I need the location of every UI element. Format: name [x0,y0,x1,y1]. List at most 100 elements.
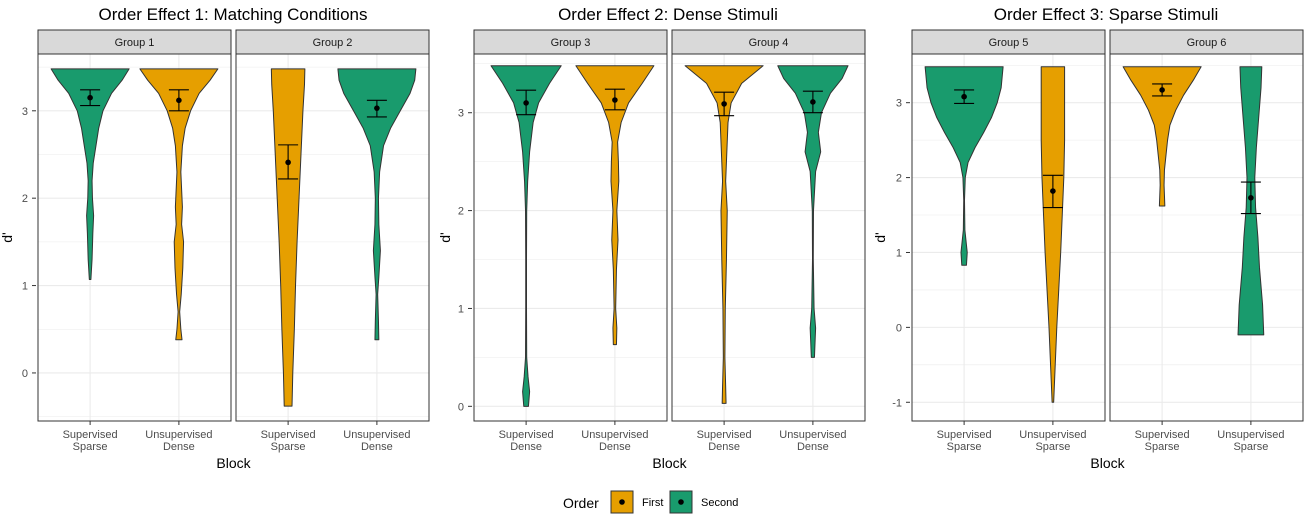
x-tick-label: Supervised [1135,429,1190,441]
violin-first [1040,66,1066,403]
mean-point [87,94,93,101]
panel-border [473,53,668,422]
x-tick-label: Unsupervised [581,429,648,441]
y-tick-label: 0 [458,401,464,413]
y-tick-label: 3 [896,98,902,110]
mean-point [285,159,291,166]
violin-second [777,65,849,358]
panel-border [911,53,1106,422]
x-tick-label: Supervised [697,429,752,441]
violin-first [139,68,219,341]
x-tick-label: Dense [599,441,631,453]
x-tick-label: Unsupervised [343,429,410,441]
violin-second [337,68,417,341]
plot-panel [672,54,865,421]
y-tick-label: 3 [22,106,28,118]
facet-strip [37,29,232,55]
facet-strip-label: Group 6 [1187,37,1227,49]
mean-point [1248,195,1254,201]
y-axis-label: d' [0,232,15,242]
y-tick-label: 2 [458,206,464,218]
x-tick-label: Supervised [63,429,118,441]
mean-point [721,101,727,107]
facet-strip-label: Group 5 [989,37,1029,49]
y-tick-label: 2 [896,173,902,185]
panel-border [37,53,232,422]
x-tick-label: Sparse [1145,441,1180,453]
x-tick-label: Sparse [1035,441,1070,453]
legend-title: Order [563,495,599,511]
mean-point [1050,188,1056,194]
facet-strip-label: Group 2 [313,37,353,49]
plot-panel [38,54,231,421]
legend-key-point [678,499,684,505]
plot-panel [1110,54,1303,421]
y-tick-label: 0 [896,322,902,334]
violin-second [924,66,1004,266]
x-tick-label: Unsupervised [1019,429,1086,441]
violin-first [575,65,655,346]
violin-second [490,65,562,407]
x-tick-label: Supervised [261,429,316,441]
chart-title: Order Effect 1: Matching Conditions [99,5,368,24]
x-tick-label: Sparse [1233,441,1268,453]
x-axis-label: Block [1090,455,1125,471]
x-axis-label: Block [652,455,687,471]
y-axis-label: d' [437,232,453,242]
facet-strip-label: Group 4 [749,37,789,49]
legend-key-point [619,499,625,505]
mean-point [810,99,816,105]
facet-strip [473,29,668,55]
legend-label: First [642,497,663,509]
y-tick-label: 1 [22,281,28,293]
x-tick-label: Sparse [271,441,306,453]
x-tick-label: Dense [361,441,393,453]
x-tick-label: Dense [510,441,542,453]
legend: Order First Second [563,490,738,514]
violin-first [684,65,764,404]
violin-first [270,68,306,407]
x-tick-label: Sparse [947,441,982,453]
panel-border [671,53,866,422]
y-axis-label: d' [872,232,888,242]
x-tick-label: Unsupervised [1217,429,1284,441]
x-tick-label: Supervised [499,429,554,441]
x-axis-label: Block [216,455,251,471]
x-tick-label: Sparse [73,441,108,453]
facet-strip-label: Group 3 [551,37,591,49]
facet-panel: Group 5SupervisedSparseUnsupervisedSpars… [911,29,1106,453]
violin-first [1122,66,1202,207]
y-tick-label: 1 [458,303,464,315]
mean-point [612,97,618,103]
facet-strip [671,29,866,55]
chart-title: Order Effect 3: Sparse Stimuli [994,5,1219,24]
mean-point [523,100,529,106]
facet-strip [911,29,1106,55]
x-tick-label: Supervised [937,429,992,441]
y-tick-label: -1 [892,397,902,409]
legend-label: Second [701,497,738,509]
violin-second [50,68,130,280]
x-tick-label: Unsupervised [145,429,212,441]
mean-point [176,97,182,104]
panel-border [235,53,430,422]
y-tick-label: 2 [22,193,28,205]
x-tick-label: Dense [708,441,740,453]
y-tick-label: 0 [22,368,28,380]
mean-point [1159,87,1165,93]
mean-point [961,93,967,100]
mean-point [374,105,380,111]
panel-border [1109,53,1304,422]
facet-panel: Group 6SupervisedSparseUnsupervisedSpars… [1109,29,1304,453]
y-tick-label: 1 [896,247,902,259]
x-tick-label: Dense [797,441,829,453]
y-tick-label: 3 [458,108,464,120]
plot-panel [474,54,667,421]
x-tick-label: Dense [163,441,195,453]
